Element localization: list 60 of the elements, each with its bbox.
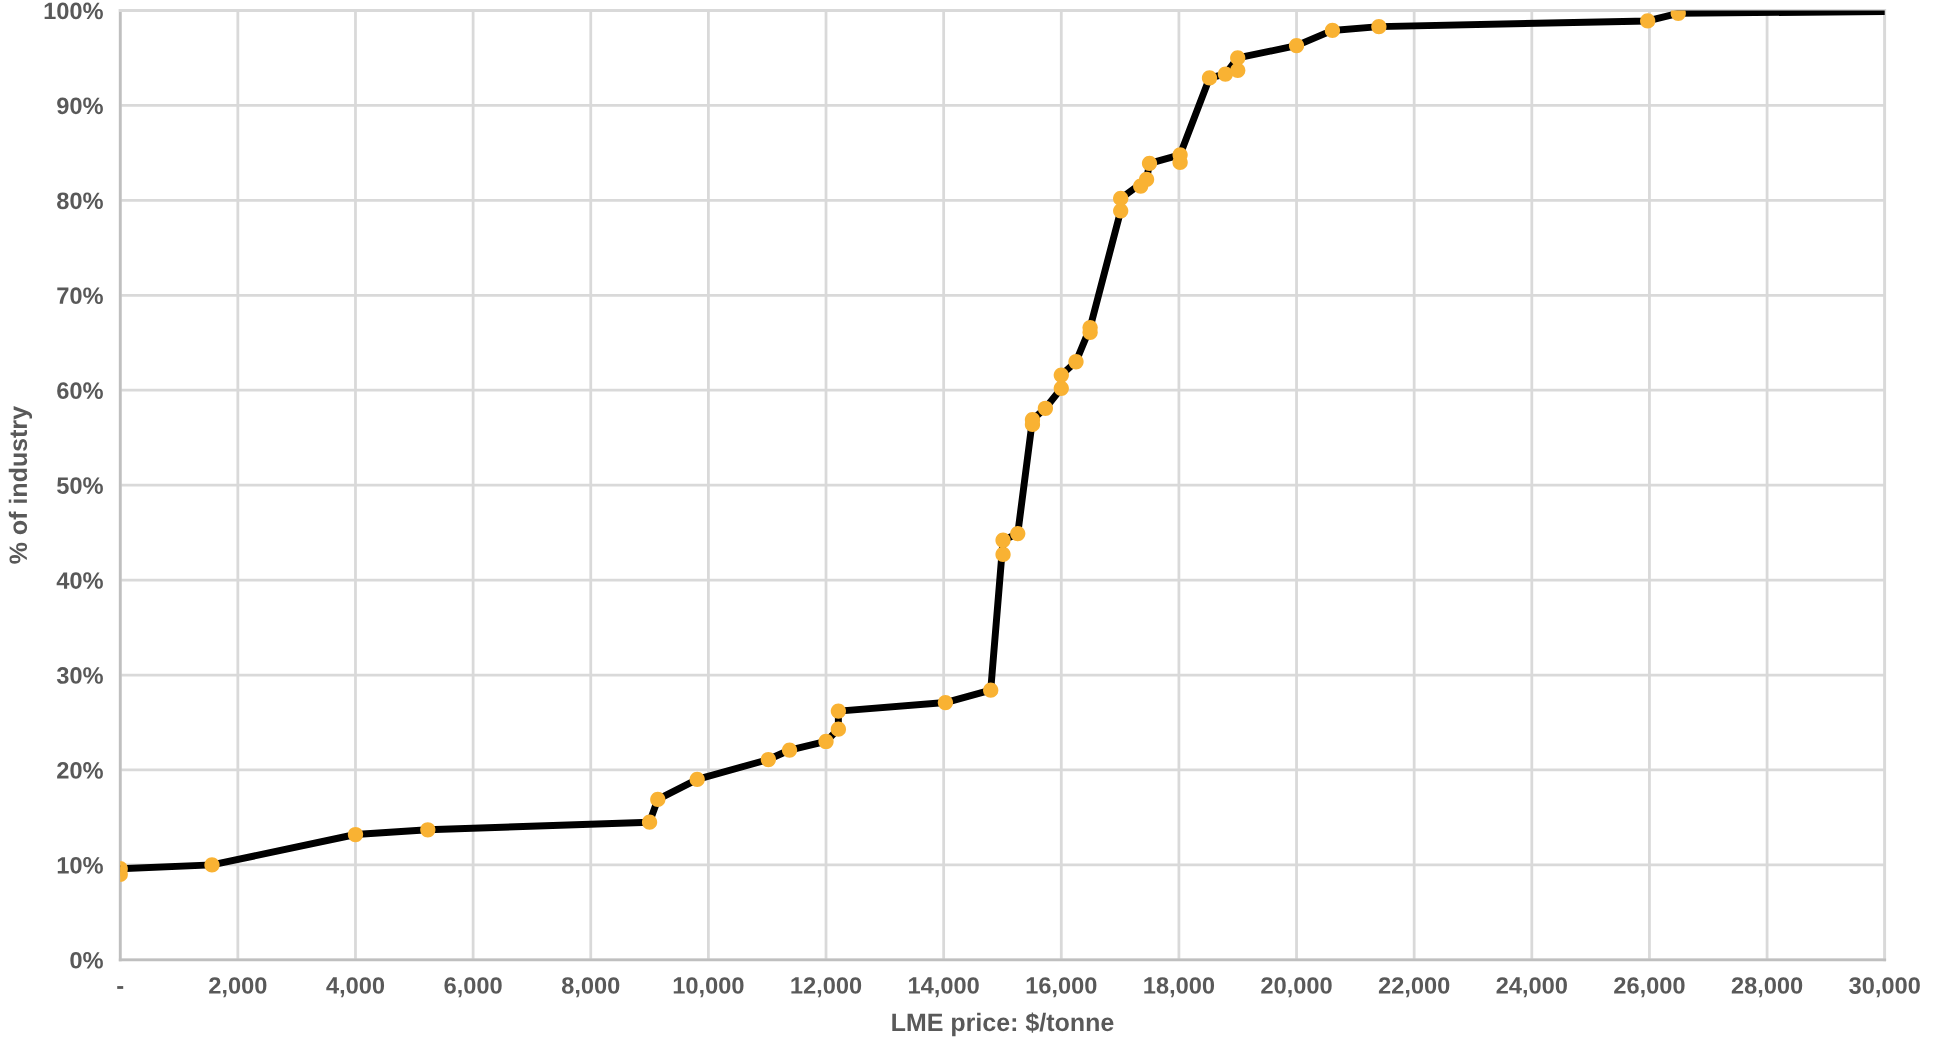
x-tick-label: 2,000 [209, 977, 267, 998]
point [204, 857, 220, 873]
y-tick-label: 20% [57, 762, 103, 779]
x-tick-label: 14,000 [909, 977, 979, 998]
point [830, 721, 846, 737]
point [347, 826, 364, 843]
x-tick-label: 4,000 [326, 977, 385, 998]
y-tick-label: 90% [57, 97, 103, 115]
y-tick-label: 60% [57, 382, 103, 400]
point [420, 822, 436, 838]
y-tick-label: 30% [56, 667, 103, 684]
point [1217, 66, 1234, 82]
point [1053, 367, 1069, 383]
point [983, 682, 999, 698]
x-tick-label: 8,000 [561, 977, 620, 998]
point [1288, 37, 1305, 54]
point [995, 546, 1011, 563]
x-tick-label: 22,000 [1378, 977, 1450, 998]
y-tick-label: 40% [56, 572, 103, 589]
x-tick-label: - [117, 986, 124, 989]
x-tick-label: 16,000 [1026, 977, 1097, 998]
point [818, 733, 834, 750]
y-tick-label: 80% [57, 192, 103, 210]
point [1068, 354, 1084, 370]
point [1230, 62, 1246, 78]
point [1053, 380, 1069, 396]
x-tick-label: 20,000 [1261, 977, 1332, 998]
point [1371, 18, 1387, 35]
point [650, 791, 666, 808]
point [1640, 13, 1656, 29]
y-tick-label: 70% [57, 287, 103, 305]
x-tick-label: 24,000 [1496, 977, 1567, 998]
y-tick-label: 50% [57, 477, 103, 494]
x-axis-title: LME price: $/tonne [892, 1012, 1114, 1037]
point [641, 814, 658, 830]
point [1037, 400, 1054, 416]
point [1230, 50, 1246, 66]
y-axis-title: % of industry [8, 406, 33, 564]
point [760, 751, 777, 768]
x-tick-label: 26,000 [1614, 977, 1685, 998]
point [1141, 155, 1158, 171]
x-tick-label: 18,000 [1144, 977, 1215, 998]
y-tick-label: 0% [70, 951, 103, 969]
x-tick-label: 6,000 [444, 977, 502, 998]
point [830, 703, 846, 719]
x-tick-label: 12,000 [791, 977, 862, 998]
point [781, 742, 798, 758]
point [1138, 171, 1155, 188]
point [1010, 525, 1026, 542]
point [689, 771, 705, 788]
x-tick-label: 28,000 [1731, 977, 1803, 998]
y-tick-label: 10% [57, 856, 103, 874]
y-tick-label: 100% [44, 2, 103, 20]
x-tick-label: 10,000 [673, 977, 744, 998]
point [937, 694, 954, 711]
point [1324, 22, 1341, 39]
x-tick-label: 30,000 [1849, 977, 1920, 998]
point [995, 532, 1011, 548]
point [1113, 190, 1129, 207]
point [1201, 70, 1218, 86]
